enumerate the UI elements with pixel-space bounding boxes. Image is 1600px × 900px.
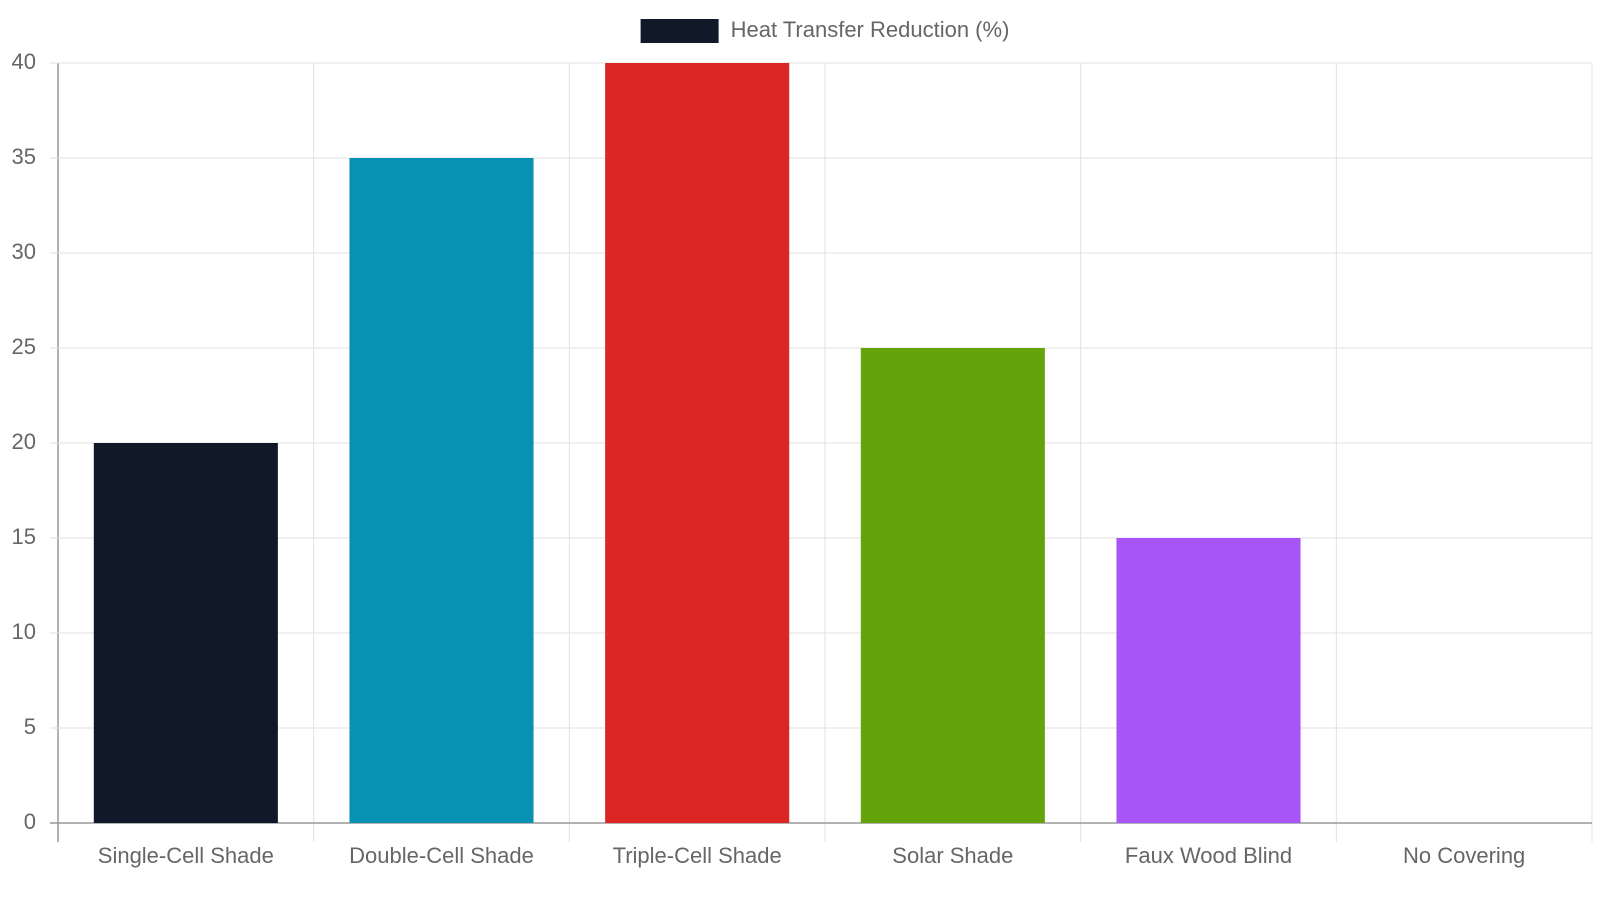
x-tick-label: Solar Shade: [892, 843, 1013, 868]
x-tick-label: No Covering: [1403, 843, 1525, 868]
y-tick-label: 10: [12, 619, 36, 644]
y-tick-label: 30: [12, 239, 36, 264]
y-tick-label: 15: [12, 524, 36, 549]
x-tick-label: Double-Cell Shade: [349, 843, 534, 868]
bar: [860, 348, 1045, 823]
x-tick-label: Faux Wood Blind: [1125, 843, 1292, 868]
x-tick-label: Single-Cell Shade: [98, 843, 274, 868]
y-tick-label: 25: [12, 334, 36, 359]
legend-swatch: [640, 19, 719, 43]
x-tick-label: Triple-Cell Shade: [613, 843, 782, 868]
legend-label: Heat Transfer Reduction (%): [731, 17, 1010, 42]
y-tick-label: 40: [12, 49, 36, 74]
y-tick-label: 20: [12, 429, 36, 454]
y-tick-label: 35: [12, 144, 36, 169]
bar: [605, 63, 790, 823]
bar: [1116, 538, 1301, 823]
y-tick-label: 5: [24, 714, 36, 739]
y-tick-label: 0: [24, 809, 36, 834]
bar: [93, 443, 278, 823]
bar: [349, 158, 534, 823]
